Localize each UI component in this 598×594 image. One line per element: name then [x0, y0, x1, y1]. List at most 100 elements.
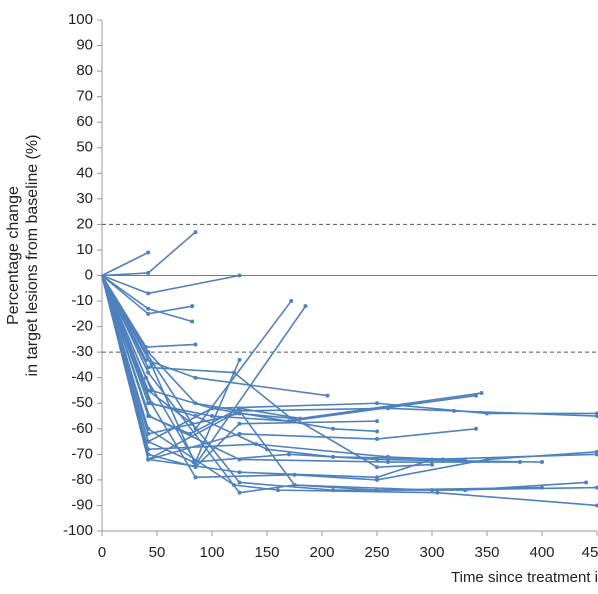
x-tick-label: 0 [98, 544, 106, 561]
data-point [375, 437, 379, 442]
data-point [237, 408, 242, 413]
y-tick-label: -30 [71, 343, 93, 360]
data-point [146, 270, 151, 275]
data-point [146, 401, 151, 406]
data-point [147, 414, 152, 419]
data-point [331, 426, 335, 431]
y-axis-title: in target lesions from baseline (%) [24, 135, 41, 377]
data-point [463, 457, 467, 462]
data-point [518, 460, 522, 465]
data-point [375, 419, 379, 424]
data-point [584, 480, 588, 485]
data-point [595, 485, 598, 490]
series-line [101, 251, 149, 277]
data-point [232, 370, 236, 375]
data-point [479, 391, 484, 396]
patient-series [101, 275, 588, 493]
data-point [435, 490, 440, 495]
y-tick-label: -100 [63, 522, 93, 539]
data-point [292, 416, 297, 421]
y-tick-label: -20 [71, 318, 93, 335]
data-point [191, 460, 196, 465]
data-point [237, 431, 242, 436]
data-point [474, 426, 478, 431]
data-point [146, 311, 151, 316]
data-point [375, 465, 379, 470]
y-tick-label: 10 [76, 241, 93, 258]
data-point [237, 357, 242, 362]
data-point [146, 250, 151, 255]
data-point [485, 457, 489, 462]
x-tick-label: 400 [529, 544, 554, 561]
y-tick-label: 20 [76, 215, 93, 232]
data-point [193, 414, 198, 419]
data-point [193, 475, 198, 480]
series-line [101, 275, 598, 507]
data-point [193, 401, 198, 406]
x-tick-label: 300 [419, 544, 444, 561]
data-point [595, 449, 598, 454]
data-point [237, 273, 242, 278]
y-tick-label: -80 [71, 471, 93, 488]
x-axis-title: Time since treatment i [451, 569, 598, 586]
series-line [101, 275, 598, 494]
data-point [375, 429, 379, 434]
y-tick-label: 100 [68, 11, 93, 28]
data-point [237, 421, 242, 426]
data-point [595, 503, 598, 508]
patient-series [101, 275, 467, 462]
y-tick-label: -50 [71, 394, 93, 411]
data-point [292, 483, 297, 488]
data-point [146, 370, 151, 375]
data-point [190, 304, 195, 309]
data-point [331, 454, 335, 459]
data-point [303, 304, 308, 309]
data-point [375, 477, 379, 482]
data-point [595, 414, 598, 419]
data-point [210, 406, 214, 411]
data-point [146, 365, 151, 370]
data-point [193, 342, 198, 347]
data-point [146, 447, 151, 452]
data-point [146, 306, 151, 311]
y-axis-title: Percentage change [5, 186, 22, 325]
data-point [430, 462, 434, 467]
data-point [289, 299, 294, 304]
data-point [540, 485, 544, 490]
data-point [386, 460, 390, 465]
data-point [149, 362, 154, 367]
series-line [101, 275, 543, 463]
data-point [237, 457, 242, 462]
data-point [325, 393, 330, 398]
patient-series [101, 275, 598, 508]
series-line [101, 275, 482, 435]
x-tick-label: 250 [364, 544, 389, 561]
data-point [146, 431, 151, 436]
y-tick-label: 0 [85, 266, 93, 283]
y-tick-label: -10 [71, 292, 93, 309]
x-tick-label: 45 [582, 544, 598, 561]
data-point [146, 291, 151, 296]
y-tick-label: -40 [71, 369, 93, 386]
data-point [237, 490, 242, 495]
patient-series [101, 275, 478, 424]
patient-series [101, 230, 198, 277]
x-tick-label: 150 [254, 544, 279, 561]
y-tick-label: 90 [76, 37, 93, 54]
y-tick-label: 50 [76, 139, 93, 156]
data-point [232, 483, 236, 488]
x-tick-label: 100 [199, 544, 224, 561]
data-point [540, 460, 544, 465]
data-point [375, 401, 379, 406]
data-point [287, 452, 291, 457]
x-tick-label: 350 [474, 544, 499, 561]
patient-series [101, 275, 434, 470]
y-tick-label: 70 [76, 88, 93, 105]
data-point [452, 408, 456, 413]
data-point [146, 457, 151, 462]
data-point [292, 472, 297, 477]
series-line [101, 275, 296, 422]
data-point [146, 350, 151, 355]
y-tick-label: 40 [76, 164, 93, 181]
